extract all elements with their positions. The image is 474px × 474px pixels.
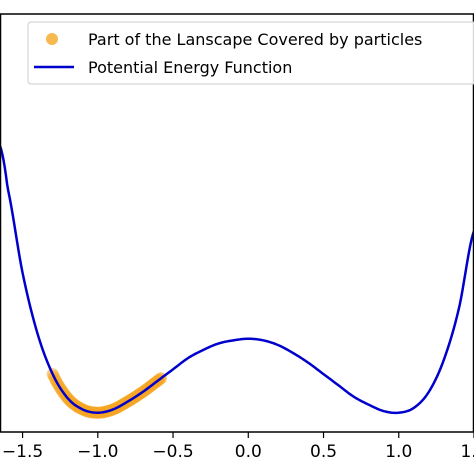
potential-energy-line xyxy=(0,145,474,415)
x-tick-label: −1.0 xyxy=(77,442,118,462)
legend-box xyxy=(27,21,474,85)
x-tick-label: 0.0 xyxy=(235,442,262,462)
x-axis-ticks: −1.5 −1.0 −0.5 0.0 0.5 1.0 1.5 xyxy=(2,432,474,462)
x-tick-label: 1.0 xyxy=(385,442,412,462)
plot-area xyxy=(0,145,474,419)
x-tick-label: −0.5 xyxy=(152,442,193,462)
legend-particles-marker xyxy=(46,33,58,45)
x-tick-label: −1.5 xyxy=(2,442,43,462)
legend-particles-label: Part of the Lanscape Covered by particle… xyxy=(88,30,422,49)
legend-potential-label: Potential Energy Function xyxy=(88,58,292,77)
legend: Part of the Lanscape Covered by particle… xyxy=(27,21,474,85)
x-tick-label: 0.5 xyxy=(310,442,337,462)
x-tick-label: 1.5 xyxy=(460,442,474,462)
